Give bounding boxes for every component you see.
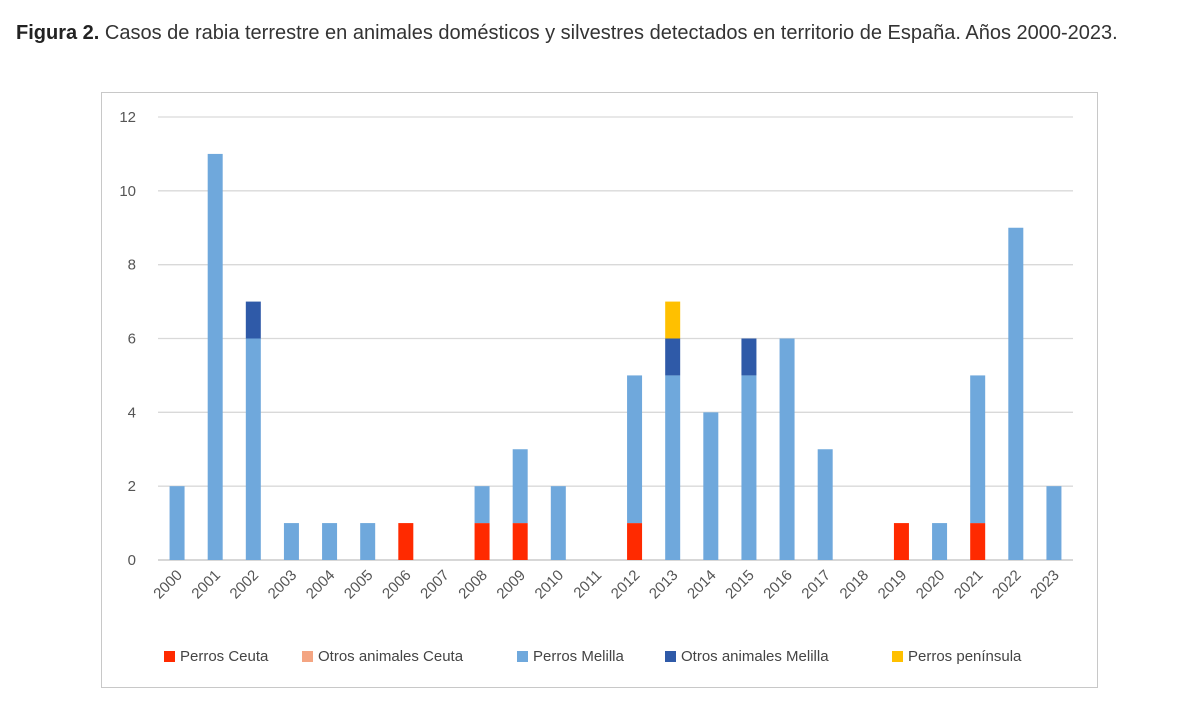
bar-segment [283,523,299,560]
x-tick-label: 2009 [493,567,529,603]
legend-label: Perros Ceuta [180,648,269,665]
y-tick-label: 10 [119,183,136,200]
x-tick-label: 2000 [150,567,186,603]
bar-segment [665,375,681,560]
y-tick-label: 6 [128,331,136,348]
bar-segment [398,523,414,560]
bar-segment [741,338,757,376]
bar-segment [627,375,643,524]
legend-swatch [164,651,175,662]
x-tick-label: 2010 [532,567,568,603]
legend-label: Otros animales Melilla [681,648,829,665]
x-tick-label: 2023 [1027,567,1063,603]
legend-swatch [892,651,903,662]
x-tick-label: 2022 [989,567,1025,603]
bar-segment [322,523,338,560]
x-tick-label: 2017 [798,567,834,603]
bar-segment [741,375,757,560]
legend-label: Perros Melilla [533,648,625,665]
grid-lines [158,116,1073,561]
caption-text: Casos de rabia terrestre en animales dom… [104,22,1118,44]
y-tick-label: 8 [128,257,136,274]
bar-segment [169,486,185,560]
bar-segment [817,449,833,560]
bar-segment [245,338,261,560]
bar-segment [360,523,376,560]
x-tick-label: 2011 [570,567,605,602]
figure-caption: Figura 2. Casos de rabia terrestre en an… [16,22,1186,45]
x-tick-label: 2021 [951,567,987,603]
x-tick-label: 2013 [646,567,682,603]
x-tick-label: 2007 [417,567,453,603]
x-tick-label: 2003 [265,567,301,603]
bar-segment [665,338,681,376]
y-tick-label: 2 [128,478,136,495]
bar-segment [970,523,986,560]
x-tick-label: 2018 [837,567,873,603]
legend-label: Otros animales Ceuta [318,648,464,665]
x-tick-label: 2012 [608,567,644,603]
y-tick-label: 12 [119,109,136,126]
x-tick-label: 2008 [455,567,491,603]
bar-segment [1046,486,1062,560]
bar-segment [474,486,490,524]
bar-segment [893,523,909,560]
legend-label: Perros península [908,648,1022,665]
chart-frame [101,92,1098,688]
y-axis-ticks: 0 2 4 6 8 10 12 [119,109,136,569]
x-axis-ticks: 2000 2001 2002 2003 2004 2005 2006 2007 2008 2009… [150,567,1062,603]
x-tick-label: 2005 [341,567,377,603]
bar-segment [474,523,490,560]
x-tick-label: 2001 [188,567,224,603]
caption-lead: Figura 2. [16,22,100,44]
legend: Perros Ceuta Otros animales Ceuta Perros M… [164,648,1022,665]
bar-segment [779,338,795,560]
legend-swatch [517,651,528,662]
x-tick-label: 2019 [875,567,911,603]
bar-segment [703,412,719,560]
x-tick-label: 2006 [379,567,415,603]
y-tick-label: 0 [128,552,136,569]
bar-segment [665,301,681,339]
bar-segment [512,523,528,560]
bar-segment [970,375,986,524]
legend-swatch [302,651,313,662]
bar-segment [512,449,528,524]
bar-segment [550,486,566,560]
x-tick-label: 2015 [722,567,758,603]
x-tick-label: 2002 [227,567,263,603]
x-tick-label: 2004 [303,567,339,603]
legend-swatch [665,651,676,662]
x-tick-label: 2016 [760,567,796,603]
x-tick-label: 2020 [913,567,949,603]
bar-segment [207,153,223,560]
bar-segment [245,301,261,339]
bar-segment [1008,227,1024,560]
bars [169,153,1062,560]
bar-segment [627,523,643,560]
x-tick-label: 2014 [684,567,720,603]
bar-segment [932,523,948,560]
y-tick-label: 4 [128,404,136,421]
